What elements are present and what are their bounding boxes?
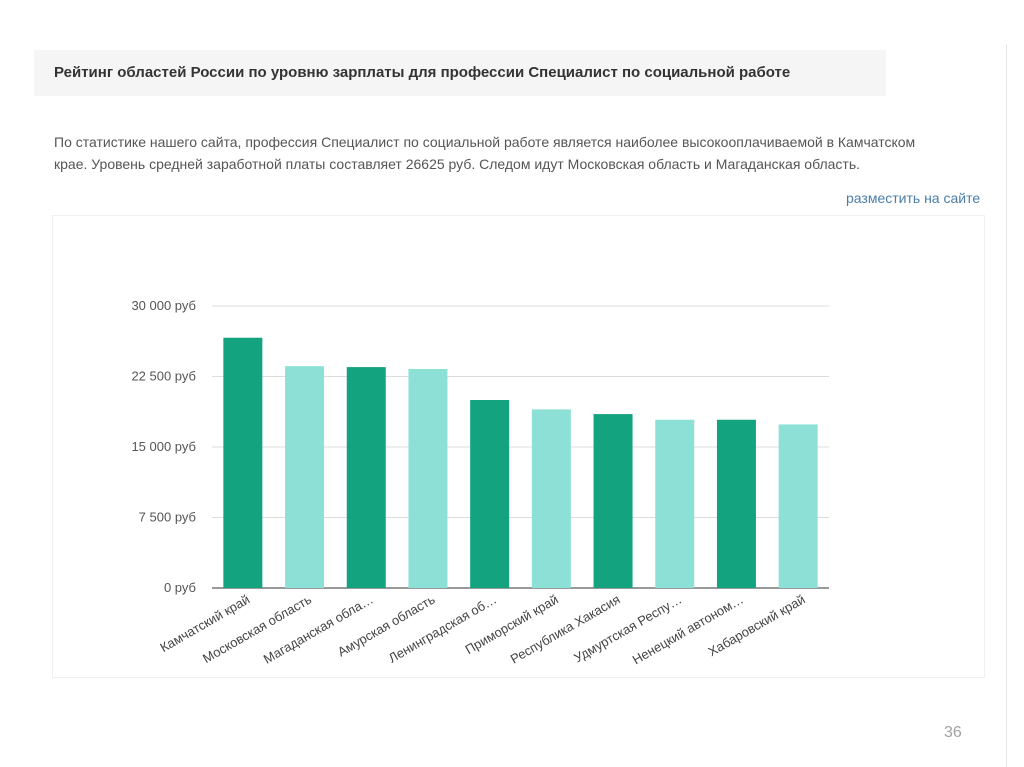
bar[interactable] — [285, 366, 325, 588]
bar[interactable] — [408, 368, 448, 588]
bar[interactable] — [655, 419, 695, 588]
y-tick-label: 15 000 руб — [131, 439, 196, 454]
bars — [223, 337, 818, 588]
bar[interactable] — [716, 419, 756, 588]
page-divider — [1006, 44, 1007, 767]
bar[interactable] — [778, 424, 818, 588]
x-category-label: Ленинградская об… — [386, 592, 499, 666]
y-tick-label: 0 руб — [164, 580, 196, 595]
x-category-label: Ненецкий автоном… — [630, 592, 746, 668]
x-category-label: Магаданская обла… — [261, 592, 376, 667]
y-tick-label: 7 500 руб — [139, 510, 196, 525]
slide-number: 36 — [944, 724, 962, 741]
x-category-label: Удмуртская Респу… — [571, 592, 684, 666]
bar[interactable] — [531, 409, 571, 588]
x-category-label: Московская область — [200, 592, 314, 667]
y-tick-label: 22 500 руб — [131, 369, 196, 384]
bar[interactable] — [346, 367, 386, 588]
y-axis-labels: 0 руб 7 500 руб 15 000 руб 22 500 руб 30 000… — [131, 298, 196, 595]
description-line-2: крае. Уровень средней заработной платы с… — [54, 156, 861, 172]
page-title: Рейтинг областей России по уровню зарпла… — [34, 50, 886, 96]
description-line-1: По статистике нашего сайта, профессия Сп… — [54, 134, 916, 150]
y-tick-label: 30 000 руб — [131, 298, 196, 313]
chart-container: 0 руб 7 500 руб 15 000 руб 22 500 руб 30 000… — [52, 215, 985, 678]
bar-chart: 0 руб 7 500 руб 15 000 руб 22 500 руб 30 000… — [131, 298, 829, 667]
bar[interactable] — [470, 400, 510, 588]
description: По статистике нашего сайта, профессия Сп… — [54, 131, 974, 175]
bar[interactable] — [223, 337, 263, 588]
x-category-label: Республика Хакасия — [508, 592, 623, 667]
bar[interactable] — [593, 414, 633, 588]
embed-on-site-link[interactable]: разместить на сайте — [846, 190, 981, 206]
